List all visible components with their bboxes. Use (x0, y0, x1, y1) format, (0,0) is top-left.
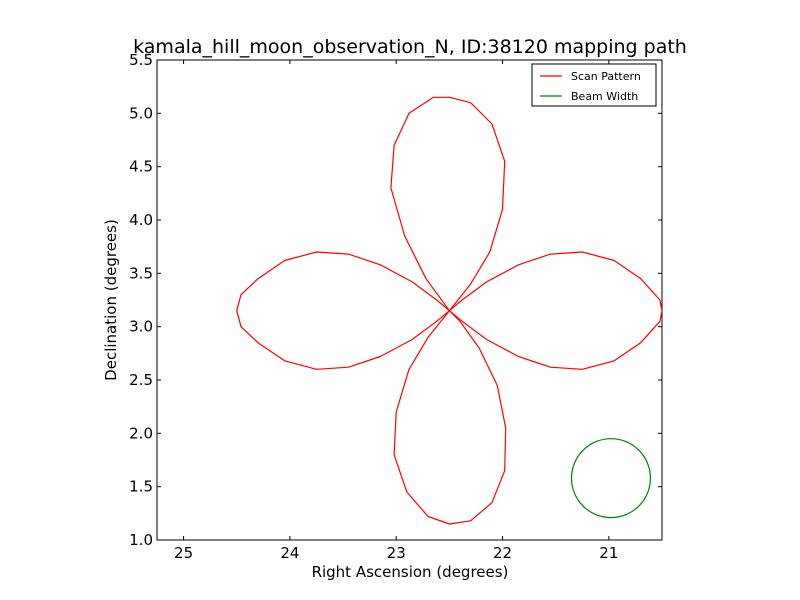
legend-box (531, 63, 657, 107)
y-axis-label: Declination (degrees) (102, 219, 120, 381)
y-tick-label: 3.5 (129, 264, 153, 282)
y-tick-label: 5.5 (129, 51, 153, 69)
scan-pattern-vertical-petals (390, 96, 507, 525)
scan-pattern-horizontal-petals (236, 251, 662, 370)
y-tick-label: 5.0 (129, 104, 153, 122)
x-tick-label: 22 (493, 544, 512, 562)
x-tick-label: 24 (280, 544, 299, 562)
x-tick-label: 21 (599, 544, 618, 562)
plot-area: 25 24 23 22 21 1.0 1.5 2.0 2.5 3.0 3.5 4.0 4.5 5.0 5.5… (129, 51, 663, 562)
y-tick-label: 1.5 (129, 478, 153, 496)
chart-title: kamala_hill_moon_observation_N, ID:38120… (133, 36, 687, 58)
x-tick-label: 23 (387, 544, 406, 562)
y-tick-label: 3.0 (129, 318, 153, 336)
beam-width-circle (570, 438, 652, 519)
y-tick-label: 2.5 (129, 371, 153, 389)
x-tick-label: 25 (174, 544, 193, 562)
y-tick-label: 4.5 (129, 158, 153, 176)
legend-label: Beam Width (571, 90, 638, 103)
y-tick-label: 1.0 (129, 531, 153, 549)
y-tick-label: 4.0 (129, 211, 153, 229)
x-axis-label: Right Ascension (degrees) (312, 563, 509, 581)
plot-frame (156, 59, 663, 541)
series-group (236, 96, 662, 525)
legend-label: Scan Pattern (571, 70, 641, 83)
y-tick-label: 2.0 (129, 424, 153, 442)
